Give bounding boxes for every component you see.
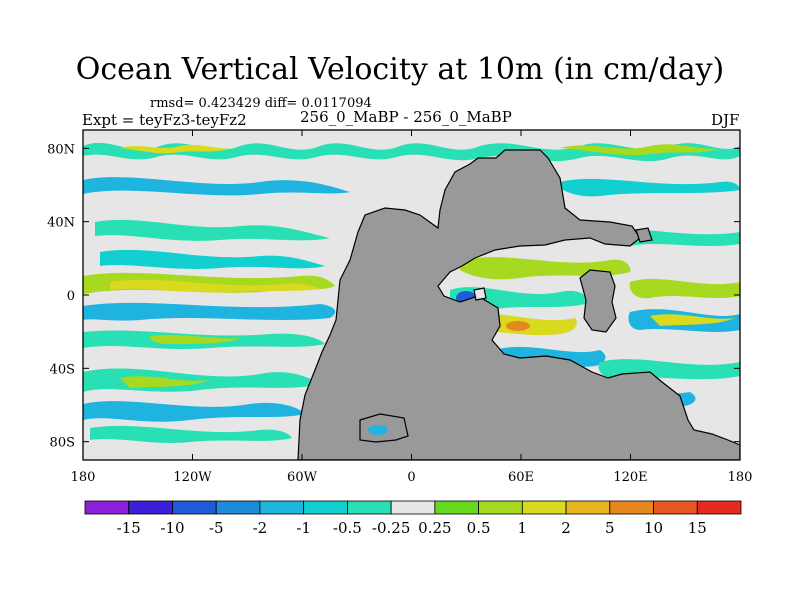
- colorbar-swatch: [565, 500, 611, 515]
- colorbar-swatch: [521, 500, 567, 515]
- colorbar-swatch: [172, 500, 217, 515]
- colorbar-swatch: [434, 500, 480, 515]
- colorbar-label: -0.25: [372, 519, 410, 537]
- colorbar-swatch: [609, 500, 654, 515]
- pac-south-eq-band: [83, 302, 336, 321]
- center-subtitle: 256_0_MaBP - 256_0_MaBP: [300, 108, 512, 126]
- east-band-yellow: [650, 314, 735, 326]
- colorbar-swatch: [478, 500, 523, 515]
- inner-island: [579, 269, 617, 333]
- y-tick-label: 40N: [47, 216, 75, 231]
- colorbar-swatch: [215, 500, 261, 515]
- pac-equatorial-core: [110, 279, 320, 293]
- experiment-label: Expt = teyFz3-teyFz2: [82, 111, 247, 129]
- x-tick-label: 60E: [508, 470, 534, 485]
- y-tick-label: 80N: [47, 142, 75, 157]
- colorbar-swatch: [303, 500, 348, 515]
- colorbar-label: 0.25: [418, 519, 451, 537]
- colorbar-label: -10: [160, 519, 184, 537]
- so-band-1-yellow: [120, 376, 210, 388]
- island-anomaly: [368, 425, 388, 435]
- x-tick-label: 120W: [173, 470, 212, 485]
- so-band-2: [83, 401, 305, 422]
- colorbar-swatch: [653, 500, 698, 515]
- x-tick-label: 180: [71, 470, 96, 485]
- x-tick-label: 60W: [287, 470, 318, 485]
- colorbar-label: -1: [296, 519, 311, 537]
- chart-title: Ocean Vertical Velocity at 10m (in cm/da…: [75, 52, 725, 87]
- arctic-band-yellow: [120, 144, 230, 154]
- npac-band-2: [95, 219, 330, 241]
- colorbar-swatch: [84, 500, 130, 515]
- x-tick-label: 0: [407, 470, 415, 485]
- east-band-1: [560, 178, 740, 197]
- colorbar-swatch: [259, 500, 305, 515]
- tethys-hotspot: [506, 321, 530, 331]
- colorbar-swatch: [128, 500, 173, 515]
- land-masses: [297, 149, 740, 460]
- x-tick-label: 120E: [613, 470, 647, 485]
- colorbar-label: 15: [688, 519, 707, 537]
- colorbar-label: 10: [644, 519, 663, 537]
- colorbar-swatch: [390, 500, 436, 515]
- y-tick-label: 40S: [50, 362, 75, 377]
- pac-south-band-2-yellow: [150, 334, 240, 344]
- colorbar-swatch: [346, 500, 392, 515]
- pangaea-landmass: [297, 149, 740, 460]
- y-tick-label: 80S: [50, 436, 75, 451]
- east-band-3: [629, 278, 740, 299]
- colorbar-label: -15: [117, 519, 141, 537]
- colorbar-label: 2: [561, 519, 571, 537]
- npac-band-1: [83, 177, 350, 196]
- small-east-island: [635, 227, 653, 243]
- x-tick-label: 180: [728, 470, 753, 485]
- y-tick-label: 0: [67, 289, 75, 304]
- axes: 180 120W 60W 0 60E 120E 180 80N 40N 0 40S 80S: [47, 130, 752, 485]
- colorbar-label: -2: [253, 519, 268, 537]
- colorbar-label: -5: [209, 519, 224, 537]
- colorbar-swatch: [696, 500, 742, 515]
- npac-band-3: [100, 249, 325, 269]
- colorbar-label: 0.5: [467, 519, 491, 537]
- colorbar-label: -0.5: [333, 519, 362, 537]
- colorbar-label: 1: [518, 519, 528, 537]
- stats-label: rmsd= 0.423429 diff= 0.0117094: [150, 96, 372, 111]
- so-band-3: [90, 425, 292, 443]
- small-lake: [473, 287, 487, 301]
- colorbar-label: 5: [605, 519, 615, 537]
- arctic-band-yellow-2: [560, 144, 720, 156]
- colorbar: -15 -10 -5 -2 -1 -0.5 -0.25 0.25 0.5 1 2 5 10 15: [84, 500, 742, 537]
- season-label: DJF: [711, 111, 740, 129]
